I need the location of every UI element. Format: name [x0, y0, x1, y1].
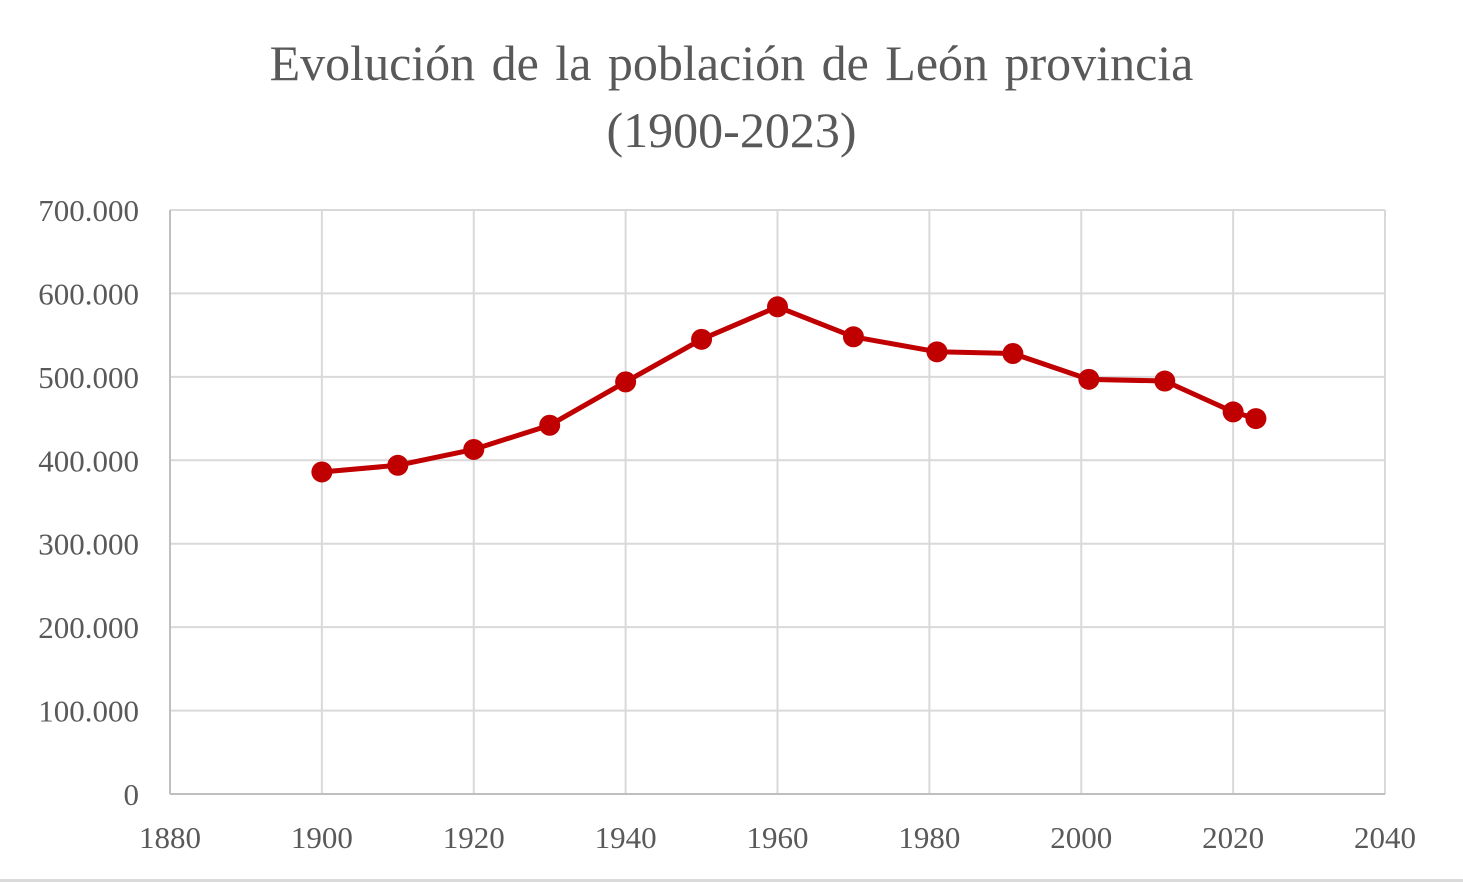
x-tick-label: 1880 — [139, 820, 201, 855]
y-tick-label: 500.000 — [38, 360, 139, 395]
series-layer — [311, 296, 1267, 483]
y-tick-label: 700.000 — [38, 193, 139, 228]
tick-labels: 0 100.000 200.000 300.000 400.000 500.000 600.… — [38, 193, 1416, 855]
y-tick-label: 100.000 — [38, 694, 139, 729]
data-point — [539, 414, 561, 436]
data-point — [1154, 370, 1176, 392]
series-line — [319, 304, 1259, 475]
y-tick-label: 600.000 — [38, 276, 139, 311]
data-point — [926, 341, 948, 363]
x-tick-label: 2000 — [1050, 820, 1112, 855]
data-point — [463, 438, 485, 460]
data-point — [1222, 401, 1244, 423]
data-point — [767, 296, 788, 318]
x-tick-label: 1920 — [443, 820, 505, 855]
data-point — [387, 454, 409, 476]
data-point — [1078, 368, 1100, 390]
x-tick-label: 1940 — [595, 820, 657, 855]
x-tick-label: 1980 — [898, 820, 960, 855]
grid — [170, 209, 1386, 794]
chart-title-line-1: Evolución de la población de León provin… — [269, 35, 1194, 91]
x-tick-label: 1960 — [747, 820, 809, 855]
x-tick-label: 1900 — [291, 820, 353, 855]
data-point — [1245, 408, 1267, 430]
x-tick-label: 2040 — [1354, 820, 1416, 855]
y-tick-label: 300.000 — [38, 527, 139, 562]
y-tick-label: 0 — [124, 777, 140, 812]
x-tick-label: 2020 — [1202, 820, 1264, 855]
data-point — [691, 328, 713, 350]
data-point — [311, 461, 333, 483]
y-tick-label: 400.000 — [38, 443, 139, 478]
y-tick-label: 200.000 — [38, 610, 139, 645]
axes — [169, 210, 1385, 795]
data-point — [1002, 342, 1024, 364]
data-point — [615, 371, 637, 393]
bottom-divider — [0, 879, 1463, 882]
chart-title-line-2: (1900-2023) — [606, 102, 857, 158]
data-point — [842, 326, 864, 348]
